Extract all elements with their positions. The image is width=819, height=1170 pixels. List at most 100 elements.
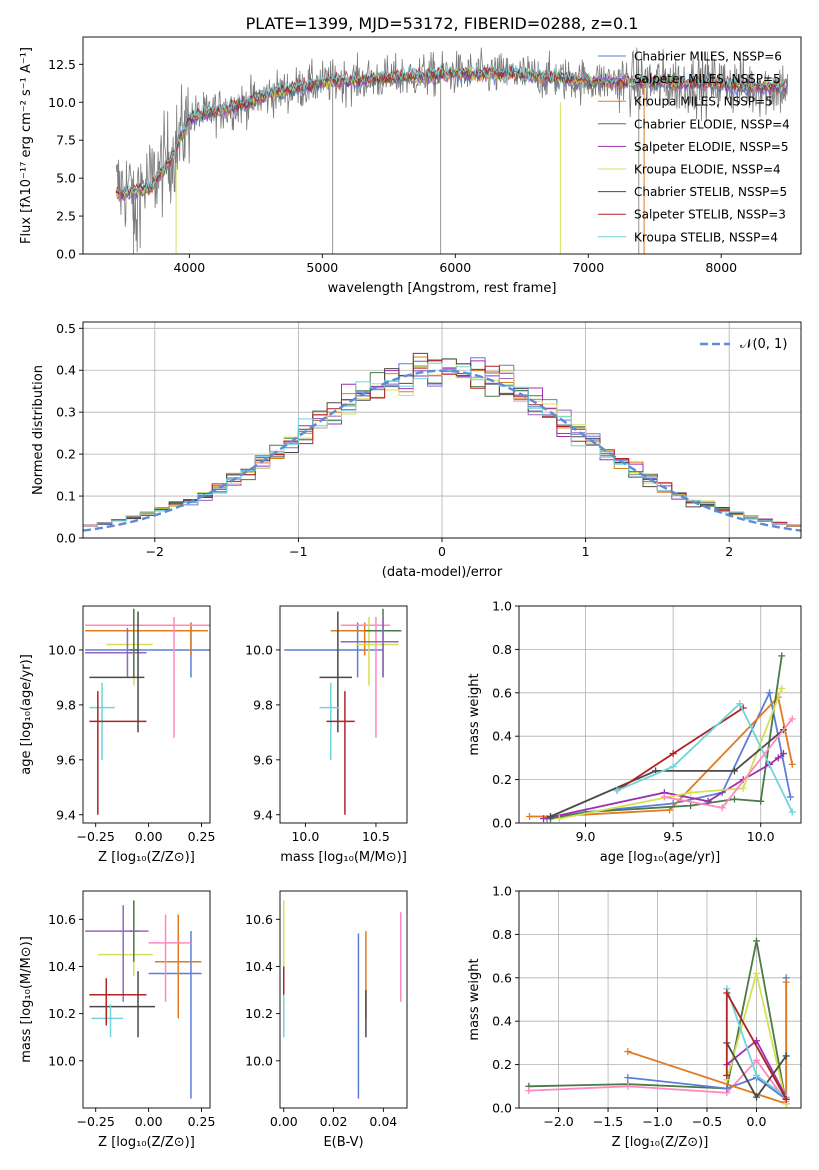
x-axis-label: mass [log₁₀(M/M⊙)] (280, 850, 407, 865)
y-tick-label: 10.2 (48, 1006, 76, 1021)
y-tick-label: 10.4 (48, 959, 76, 974)
mass-weight-line (616, 707, 744, 792)
plot-area (85, 608, 210, 815)
mass-weight-marker (752, 969, 760, 977)
y-tick-label: 10.6 (48, 912, 76, 927)
x-tick-label: −0.25 (77, 829, 115, 844)
mass-weight-marker (782, 1052, 790, 1060)
mass-weight-marker (723, 1084, 731, 1092)
mass-weight-marker (752, 1071, 760, 1079)
model-spectrum-line (115, 64, 789, 196)
plot-area (284, 608, 402, 815)
mass-weight-marker (704, 797, 712, 805)
y-tick-label: 2.5 (56, 209, 76, 224)
y-tick-label: 9.6 (253, 752, 273, 767)
y-tick-label: 1.0 (492, 884, 512, 899)
model-spectrum-line (115, 67, 788, 201)
legend-label: Chabrier ELODIE, NSSP=4 (634, 117, 790, 131)
x-tick-label: 4000 (173, 260, 205, 275)
y-tick-label: 0.4 (56, 363, 76, 378)
y-tick-label: 10.0 (245, 1053, 273, 1068)
x-axis-label: wavelength [Angstrom, rest frame] (328, 281, 557, 296)
y-tick-label: 10.2 (245, 1006, 273, 1021)
mass-weight-marker (660, 793, 668, 801)
legend-label: Kroupa ELODIE, NSSP=4 (634, 163, 781, 177)
mass-weight-line (550, 655, 783, 820)
plot-area (282, 900, 402, 1099)
age-vs-mass-panel: 10.0 10.5 9.4 9.6 9.8 10.0 mass [log₁₀(M/M⊙)] (245, 605, 408, 865)
mass-weight-marker (782, 978, 790, 986)
x-tick-label: 9.0 (576, 829, 596, 844)
legend-label: Salpeter MILES, NSSP=5 (634, 72, 781, 86)
mass-vs-EBV-panel: 0.00 0.02 0.04 10.0 10.2 10.4 10.6 E(B-V) (245, 890, 408, 1150)
mass-weight-marker (526, 812, 534, 820)
x-tick-label: 5000 (306, 260, 338, 275)
x-tick-label: 10.0 (291, 829, 319, 844)
axes-frame (518, 890, 802, 1109)
axes-frame (82, 36, 802, 255)
mass-weight-marker (752, 1056, 760, 1064)
y-tick-label: 5.0 (56, 171, 76, 186)
legend-label: Salpeter ELODIE, NSSP=5 (634, 140, 789, 154)
x-tick-label: −1.0 (642, 1114, 672, 1129)
y-tick-label: 0.4 (492, 729, 512, 744)
x-tick-label: −1.5 (593, 1114, 623, 1129)
legend-label: Kroupa STELIB, NSSP=4 (634, 230, 778, 244)
mass-weight-marker (752, 1093, 760, 1101)
plot-area (85, 900, 202, 1099)
x-tick-label: −0.5 (692, 1114, 722, 1129)
x-tick-label: −2.0 (543, 1114, 573, 1129)
x-tick-label: −2 (146, 544, 164, 559)
mass-weight-vs-age-panel: 9.0 9.5 10.0 0.0 0.2 0.4 0.6 0.8 1.0 age [log₁₀(a… (467, 599, 802, 865)
legend-label: Chabrier STELIB, NSSP=5 (634, 185, 787, 199)
mass-weight-marker (778, 652, 786, 660)
spectrum-legend: Chabrier MILES, NSSP=6 Salpeter MILES, NS… (598, 50, 790, 244)
x-tick-label: 0.02 (320, 1114, 348, 1129)
y-tick-label: 0.2 (492, 772, 512, 787)
y-tick-label: 9.4 (253, 807, 273, 822)
legend-label: Salpeter STELIB, NSSP=3 (634, 208, 786, 222)
x-tick-label: 1 (582, 544, 590, 559)
y-tick-label: 10.0 (48, 642, 76, 657)
x-tick-label: 10.0 (747, 829, 775, 844)
mass-weight-marker (723, 989, 731, 997)
x-tick-label: −0.25 (77, 1114, 115, 1129)
y-tick-label: 0.8 (492, 927, 512, 942)
mass-weight-marker (730, 767, 738, 775)
y-tick-label: 0.8 (492, 642, 512, 657)
figure-title: PLATE=1399, MJD=53172, FIBERID=0288, z=0… (246, 14, 639, 33)
mass-weight-line (559, 688, 783, 820)
y-tick-label: 0.0 (56, 247, 76, 262)
mass-weight-marker (765, 689, 773, 697)
mass-weight-marker (624, 1048, 632, 1056)
mass-weight-marker (624, 1082, 632, 1090)
mass-weight-marker (687, 802, 695, 810)
x-tick-label: 8000 (705, 260, 737, 275)
legend-label: 𝒩(0, 1) (740, 337, 787, 352)
y-tick-label: 10.4 (245, 959, 273, 974)
axes-frame (279, 605, 408, 824)
y-tick-label: 10.0 (48, 1053, 76, 1068)
x-axis-label: Z [log₁₀(Z/Z⊙)] (98, 1135, 195, 1150)
y-tick-label: 0.1 (56, 489, 76, 504)
x-tick-label: 0.00 (135, 1114, 163, 1129)
axes-frame (82, 605, 211, 824)
y-tick-label: 0.0 (492, 816, 512, 831)
mass-weight-marker (757, 797, 765, 805)
y-tick-label: 0.6 (492, 685, 512, 700)
mass-weight-marker (613, 786, 621, 794)
mass-weight-marker (687, 789, 695, 797)
legend-label: Kroupa MILES, NSSP=5 (634, 95, 773, 109)
model-spectrum-line (115, 68, 788, 201)
mass-weight-line (550, 729, 785, 818)
y-tick-label: 0.3 (56, 405, 76, 420)
x-tick-label: 0 (438, 544, 446, 559)
x-tick-label: 0.00 (135, 829, 163, 844)
mass-weight-vs-Z-panel: −2.0 −1.5 −1.0 −0.5 0.0 0.0 0.2 0.4 0.6 0.8 1.0 Z [… (467, 884, 802, 1150)
y-tick-label: 10.0 (48, 95, 76, 110)
plot-area (83, 352, 801, 532)
y-axis-label: mass weight (467, 673, 482, 755)
spectrum-panel: Chabrier MILES, NSSP=6 Salpeter MILES, NS… (19, 36, 802, 296)
mass-weight-marker (736, 700, 744, 708)
x-tick-label: 0.0 (747, 1114, 767, 1129)
